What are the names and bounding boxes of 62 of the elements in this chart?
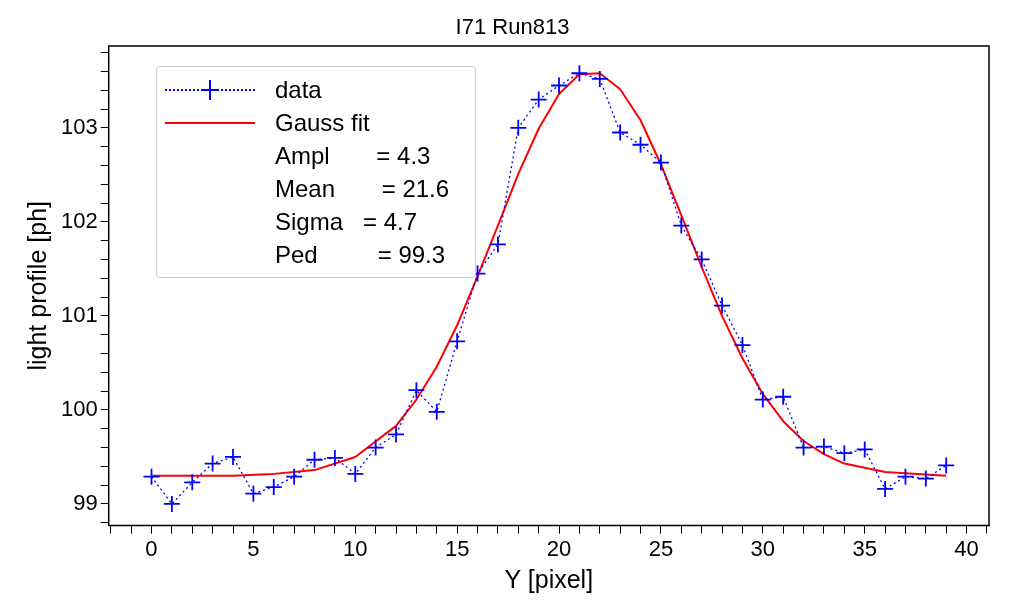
x-tick-label: 0	[145, 535, 158, 561]
point	[142, 467, 161, 486]
point	[550, 76, 568, 95]
point	[733, 336, 752, 354]
point	[346, 464, 365, 483]
point	[427, 402, 446, 421]
point	[855, 440, 874, 459]
point	[652, 153, 670, 172]
y-tick-label: 103	[60, 113, 98, 139]
y-tick-label: 102	[60, 207, 98, 233]
point	[325, 448, 344, 467]
point	[611, 123, 630, 142]
annotation: Ampl = 4.3	[275, 141, 431, 170]
point	[692, 250, 711, 269]
y-tick-label: 99	[73, 490, 98, 516]
x-tick-label: 30	[750, 535, 776, 561]
point	[407, 381, 426, 400]
point	[774, 387, 793, 406]
point	[509, 118, 528, 137]
point	[876, 480, 894, 498]
x-tick-label: 10	[343, 535, 368, 561]
annotation: Mean = 21.6	[275, 174, 450, 203]
point	[916, 469, 935, 488]
point	[285, 467, 304, 486]
annotation: Sigma = 4.7	[275, 207, 418, 236]
point	[835, 444, 854, 463]
x-tick-label: 35	[852, 535, 877, 561]
point	[529, 90, 548, 109]
chart-title: I71 Run813	[454, 14, 571, 40]
point	[794, 438, 813, 457]
annotation: Ped = 99.3	[275, 240, 446, 269]
point	[815, 437, 833, 456]
point	[753, 390, 772, 409]
point	[244, 484, 263, 503]
x-tick-label: 15	[444, 535, 470, 561]
point	[203, 454, 222, 473]
legend-label: Gauss fit	[275, 108, 370, 137]
x-tick-label: 25	[648, 535, 674, 561]
point	[224, 448, 242, 466]
point	[590, 70, 609, 88]
x-tick-label: 40	[954, 535, 979, 561]
x-tick-label: 20	[546, 535, 572, 561]
point	[305, 450, 324, 469]
point	[366, 438, 385, 457]
point	[162, 495, 181, 513]
point	[264, 478, 283, 496]
x-tick-label: 5	[247, 535, 260, 561]
legend-label: data	[275, 75, 322, 104]
point	[570, 64, 589, 83]
point	[937, 456, 956, 475]
point	[387, 425, 405, 444]
point	[448, 332, 467, 351]
point	[489, 235, 507, 254]
y-axis-title: light profile [ph]	[22, 201, 51, 371]
x-axis-title: Y [pixel]	[504, 564, 594, 593]
point	[631, 135, 650, 154]
y-tick-label: 101	[60, 301, 98, 327]
point	[183, 473, 202, 492]
point	[713, 296, 731, 315]
point	[896, 467, 915, 486]
point	[672, 216, 691, 235]
y-tick-label: 100	[60, 395, 98, 421]
